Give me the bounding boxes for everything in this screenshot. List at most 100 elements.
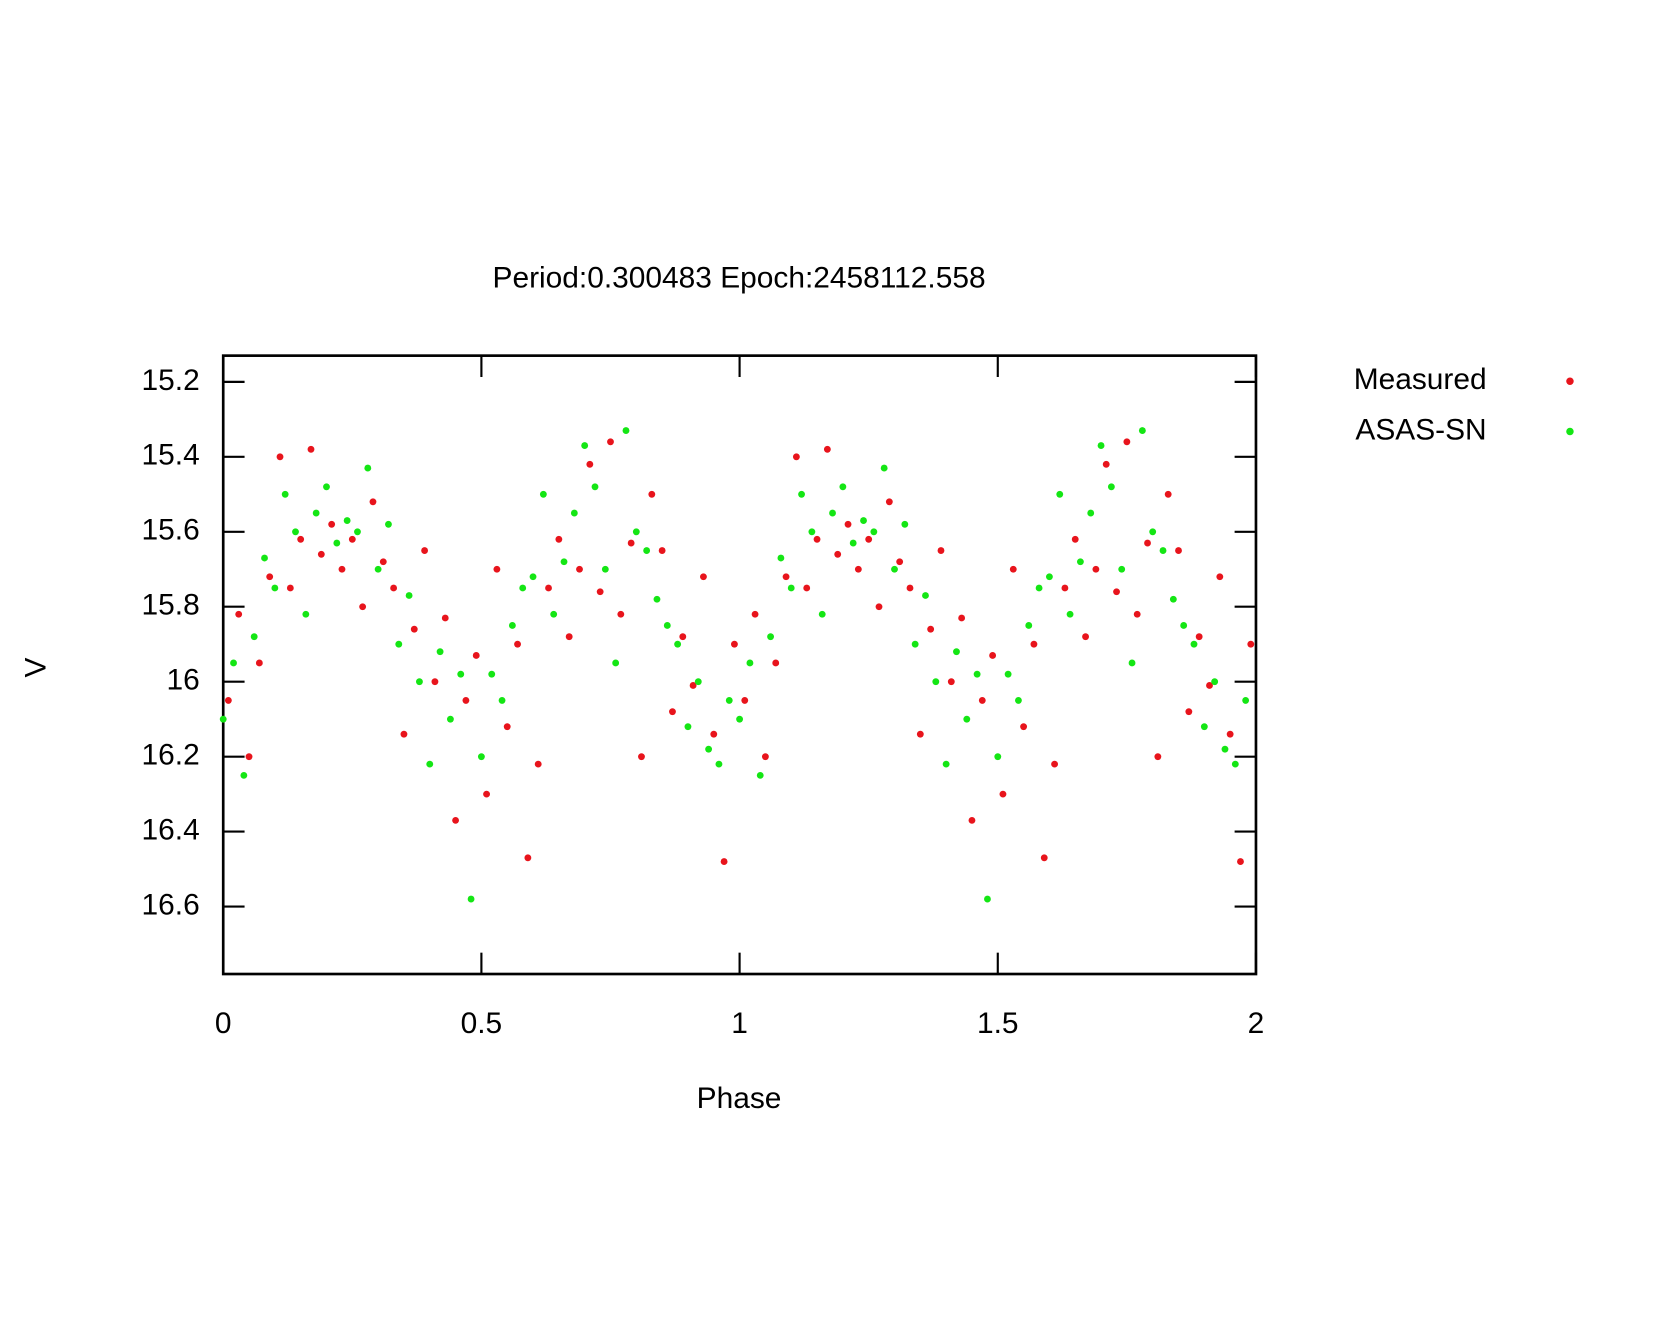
data-point	[385, 520, 392, 528]
data-point	[1061, 584, 1069, 592]
legend-marker	[1566, 377, 1574, 386]
data-point	[798, 490, 805, 498]
data-point	[813, 535, 821, 543]
data-point	[839, 483, 847, 491]
data-point	[400, 730, 408, 738]
data-point	[875, 603, 883, 611]
data-point	[359, 603, 367, 611]
data-point	[622, 427, 630, 435]
data-point	[1159, 547, 1167, 554]
data-point	[994, 753, 1002, 761]
data-point	[1164, 490, 1172, 498]
data-point	[1051, 760, 1058, 768]
data-point	[880, 464, 888, 472]
data-point	[978, 697, 986, 704]
data-point	[896, 558, 904, 566]
y-tick-label: 15.6	[142, 514, 200, 547]
data-point	[1113, 588, 1120, 596]
data-point	[663, 622, 671, 629]
data-point	[638, 753, 645, 761]
x-tick-label: 1	[731, 1007, 748, 1040]
data-point	[467, 895, 475, 903]
data-point	[1154, 753, 1162, 761]
data-point	[1025, 622, 1033, 629]
data-point	[746, 659, 754, 667]
y-axis-label: V	[19, 657, 52, 677]
data-point	[576, 565, 583, 573]
data-point	[767, 633, 774, 641]
data-point	[1102, 460, 1110, 468]
data-point	[586, 460, 594, 468]
data-point	[648, 490, 656, 498]
data-point	[369, 498, 377, 506]
data-point	[1035, 584, 1043, 592]
data-point	[333, 539, 341, 547]
data-point	[782, 573, 790, 581]
data-point	[885, 498, 893, 506]
data-point	[1133, 610, 1141, 618]
data-point	[916, 730, 924, 738]
data-point	[250, 633, 258, 641]
data-point	[483, 790, 490, 798]
data-point	[937, 547, 945, 554]
data-point	[317, 550, 325, 558]
data-point	[488, 670, 496, 678]
data-point	[565, 633, 573, 641]
data-point	[1030, 640, 1038, 648]
data-point	[834, 550, 842, 558]
data-point	[694, 678, 702, 686]
data-point	[395, 640, 403, 648]
chart-title: Period:0.300483 Epoch:2458112.558	[493, 262, 986, 295]
data-point	[1128, 659, 1136, 667]
data-point	[844, 520, 852, 528]
data-point	[328, 520, 336, 528]
data-point	[715, 760, 723, 768]
data-point	[958, 614, 966, 622]
data-point	[777, 554, 785, 562]
data-point	[669, 708, 676, 716]
data-point	[230, 659, 237, 667]
chart-area: Period:0.300483 Epoch:2458112.558 Phase …	[19, 262, 1574, 1115]
data-point	[364, 464, 372, 472]
data-point	[865, 535, 873, 543]
data-point	[653, 595, 661, 603]
data-point	[674, 640, 682, 648]
data-point	[710, 730, 718, 738]
data-point	[307, 445, 315, 453]
y-tick-label: 16.6	[142, 888, 200, 921]
data-point	[1020, 723, 1028, 731]
data-point	[1175, 547, 1182, 554]
data-point	[607, 438, 614, 446]
data-point	[942, 760, 950, 768]
data-point	[787, 584, 795, 592]
data-point	[808, 528, 816, 536]
data-point	[963, 715, 971, 723]
data-point	[1216, 573, 1224, 581]
x-axis-label: Phase	[697, 1082, 782, 1115]
data-point	[503, 723, 511, 731]
data-point	[570, 509, 578, 517]
data-point	[560, 558, 568, 566]
data-point	[302, 610, 310, 618]
data-point	[1107, 483, 1115, 491]
data-point	[854, 565, 862, 573]
data-point	[700, 573, 707, 581]
data-point	[534, 760, 542, 768]
data-point	[927, 625, 935, 633]
data-point	[823, 445, 831, 453]
data-point	[426, 760, 434, 768]
data-point	[1149, 528, 1157, 536]
data-point	[612, 659, 620, 667]
data-point	[431, 678, 439, 686]
x-tick-label: 1.5	[977, 1007, 1019, 1040]
data-point	[493, 565, 501, 573]
data-point	[452, 816, 459, 824]
data-point	[219, 715, 227, 723]
data-point	[911, 640, 919, 648]
legend-label: ASAS-SN	[1355, 413, 1486, 446]
data-point	[947, 678, 955, 686]
legend-label: Measured	[1354, 363, 1487, 396]
data-point	[1221, 745, 1229, 753]
data-point	[312, 509, 320, 517]
